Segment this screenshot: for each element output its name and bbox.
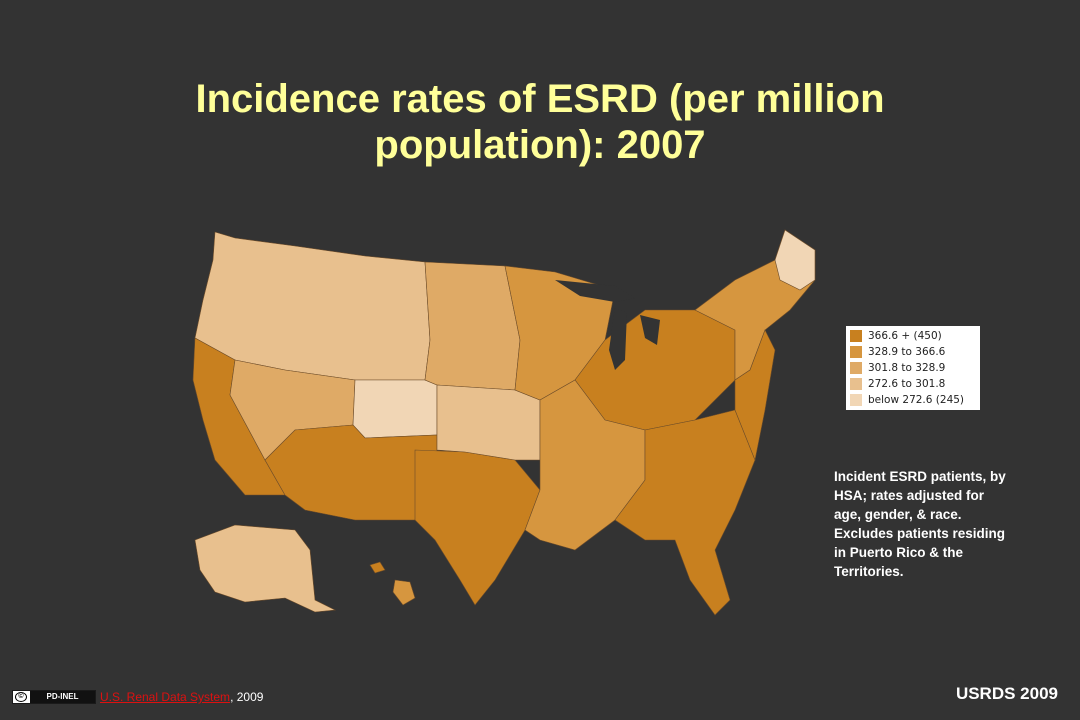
map-footnote: Incident ESRD patients, by HSA; rates ad…: [834, 469, 1006, 579]
copyright-icon: ©: [15, 692, 27, 702]
map-region-rockies: [352, 379, 438, 439]
legend-entry: 272.6 to 301.8: [850, 376, 980, 392]
legend-entry: 328.9 to 366.6: [850, 344, 980, 360]
source-year: , 2009: [230, 690, 264, 704]
map-region-mid-atlantic: [734, 329, 776, 462]
map-region-hawaii: [369, 561, 386, 574]
map-region-central-plains: [436, 384, 541, 461]
legend-swatch: [850, 362, 862, 374]
legend-swatch: [850, 330, 862, 342]
map-region-texas: [414, 449, 541, 606]
legend-entry: 301.8 to 328.9: [850, 360, 980, 376]
lake-huron: [640, 315, 660, 345]
lake-michigan: [609, 308, 627, 370]
lake-superior: [555, 280, 635, 302]
usa-choropleth-map: [192, 229, 816, 616]
legend-swatch: [850, 378, 862, 390]
map-region-hawaii-big-island: [392, 579, 416, 606]
legend-entry: 366.6 + (450): [850, 328, 980, 344]
legend-label: below 272.6 (245): [868, 394, 965, 406]
map-region-alaska: [194, 524, 337, 613]
legend-label: 366.6 + (450): [868, 330, 942, 342]
brand-label: USRDS 2009: [955, 684, 1058, 703]
legend-label: 272.6 to 301.8: [868, 378, 946, 390]
map-region-southwest: [264, 424, 438, 521]
legend-swatch: [850, 394, 862, 406]
legend-label: 301.8 to 328.9: [868, 362, 946, 374]
legend-label: 328.9 to 366.6: [868, 346, 946, 358]
source-citation: U.S. Renal Data System, 2009: [100, 689, 263, 705]
map-region-new-england: [774, 229, 816, 291]
map-legend: 366.6 + (450) 328.9 to 366.6 301.8 to 32…: [846, 326, 980, 410]
legend-entry: below 272.6 (245): [850, 392, 980, 408]
license-badge[interactable]: © PD-INEL: [12, 690, 96, 704]
legend-swatch: [850, 346, 862, 358]
page-title: Incidence rates of ESRD (per million pop…: [195, 77, 885, 167]
map-region-northern-plains: [424, 261, 521, 391]
source-link[interactable]: U.S. Renal Data System: [100, 690, 231, 704]
license-badge-label: PD-INEL: [30, 691, 95, 703]
